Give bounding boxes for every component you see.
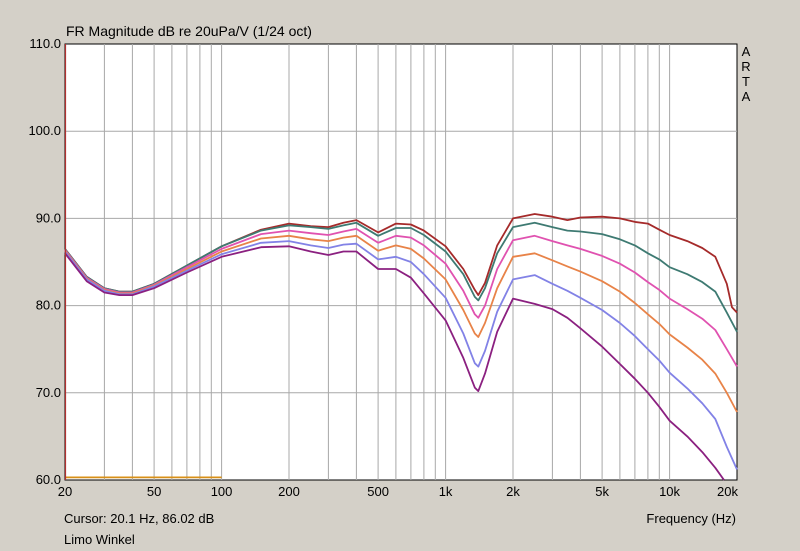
side-label-letter: A: [742, 89, 751, 104]
x-tick-label: 500: [367, 484, 389, 499]
series-line-5: [64, 240, 738, 470]
x-axis-label: Frequency (Hz): [646, 511, 736, 526]
x-tick-label: 2k: [506, 484, 520, 499]
y-tick-label: 100.0: [28, 123, 61, 138]
y-tick-label: 70.0: [36, 385, 61, 400]
y-tick-label: 80.0: [36, 298, 61, 313]
x-tick-label: 50: [147, 484, 161, 499]
series-line-2: [64, 221, 738, 333]
series-line-3: [64, 228, 738, 368]
x-tick-labels: 20 50 100 200 500 1k 2k 5k 10k 20k: [58, 484, 739, 499]
chart-title: FR Magnitude dB re 20uPa/V (1/24 oct): [66, 23, 312, 39]
x-tick-label: 20k: [717, 484, 738, 499]
x-tick-label: 10k: [659, 484, 680, 499]
measurement-note: Limo Winkel: [64, 532, 135, 547]
series-line-4: [64, 234, 738, 413]
x-tick-label: 1k: [439, 484, 453, 499]
y-tick-label: 90.0: [36, 210, 61, 225]
y-tick-label: 60.0: [36, 472, 61, 487]
side-label-letter: A: [742, 44, 751, 59]
series-group: [64, 44, 738, 481]
cursor-readout: Cursor: 20.1 Hz, 86.02 dB: [64, 511, 214, 526]
x-tick-label: 100: [211, 484, 233, 499]
y-tick-labels: 60.0 70.0 80.0 90.0 100.0 110.0: [28, 36, 61, 487]
side-label-letter: T: [742, 74, 750, 89]
x-tick-label: 200: [278, 484, 300, 499]
series-line-6: [64, 245, 725, 481]
side-label-letter: R: [741, 59, 750, 74]
x-tick-label: 5k: [595, 484, 609, 499]
x-tick-label: 20: [58, 484, 72, 499]
plot-area[interactable]: [64, 43, 738, 481]
y-tick-label: 110.0: [29, 36, 61, 51]
